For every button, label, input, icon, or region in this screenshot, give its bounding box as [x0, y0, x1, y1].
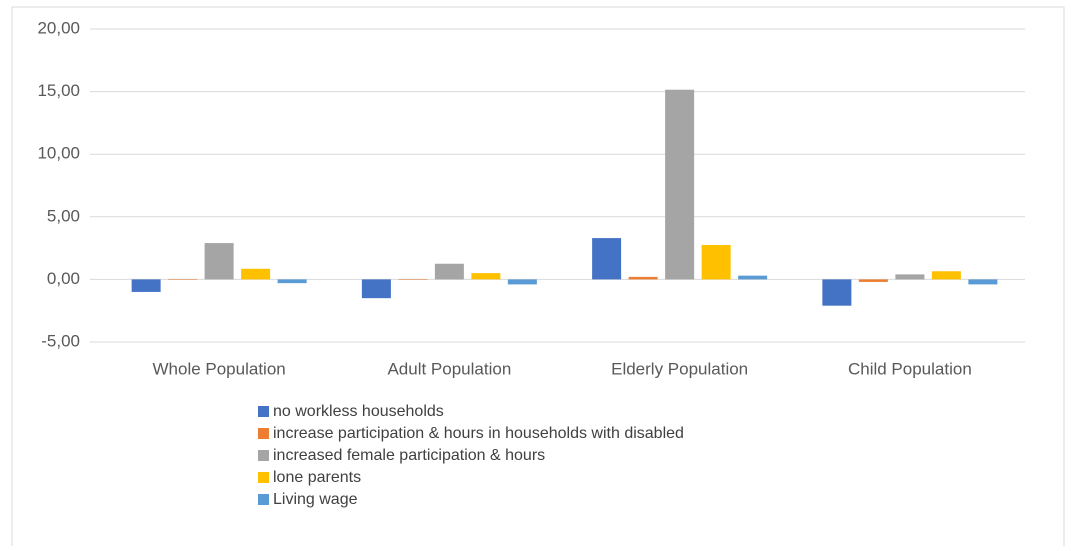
- bar: [507, 279, 537, 285]
- legend-swatch: [258, 428, 269, 439]
- bar: [968, 279, 998, 285]
- bar: [398, 279, 428, 280]
- bar: [168, 279, 198, 280]
- legend-label: lone parents: [273, 469, 361, 486]
- x-tick-label: Child Population: [848, 359, 972, 378]
- bar: [471, 273, 501, 280]
- x-tick-label: Whole Population: [152, 359, 285, 378]
- legend-swatch: [258, 406, 269, 417]
- bar: [895, 274, 925, 280]
- y-tick-label: 5,00: [47, 206, 80, 225]
- bar: [131, 279, 161, 292]
- legend-swatch: [258, 472, 269, 483]
- y-tick-label: 15,00: [37, 81, 80, 100]
- legend-label: increase participation & hours in househ…: [273, 425, 684, 442]
- bar: [931, 271, 961, 280]
- bar: [738, 275, 768, 280]
- bar: [204, 243, 234, 280]
- legend-swatch: [258, 450, 269, 461]
- x-tick-label: Elderly Population: [611, 359, 748, 378]
- legend-swatch: [258, 494, 269, 505]
- x-tick-label: Adult Population: [387, 359, 511, 378]
- bar: [434, 263, 464, 280]
- y-tick-label: 0,00: [47, 269, 80, 288]
- bar: [822, 279, 852, 306]
- bar: [592, 238, 622, 280]
- bar: [277, 279, 307, 284]
- bar: [361, 279, 391, 299]
- bar: [701, 244, 731, 280]
- legend-label: Living wage: [273, 491, 358, 508]
- legend-label: increased female participation & hours: [273, 447, 545, 464]
- bar: [858, 279, 888, 282]
- y-tick-label: -5,00: [41, 331, 80, 350]
- chart-frame: [11, 6, 1065, 551]
- y-tick-label: 20,00: [37, 18, 80, 37]
- y-tick-label: 10,00: [37, 144, 80, 163]
- bar: [665, 89, 695, 280]
- legend-label: no workless households: [273, 403, 444, 420]
- bar: [628, 276, 658, 280]
- bar: [241, 268, 271, 280]
